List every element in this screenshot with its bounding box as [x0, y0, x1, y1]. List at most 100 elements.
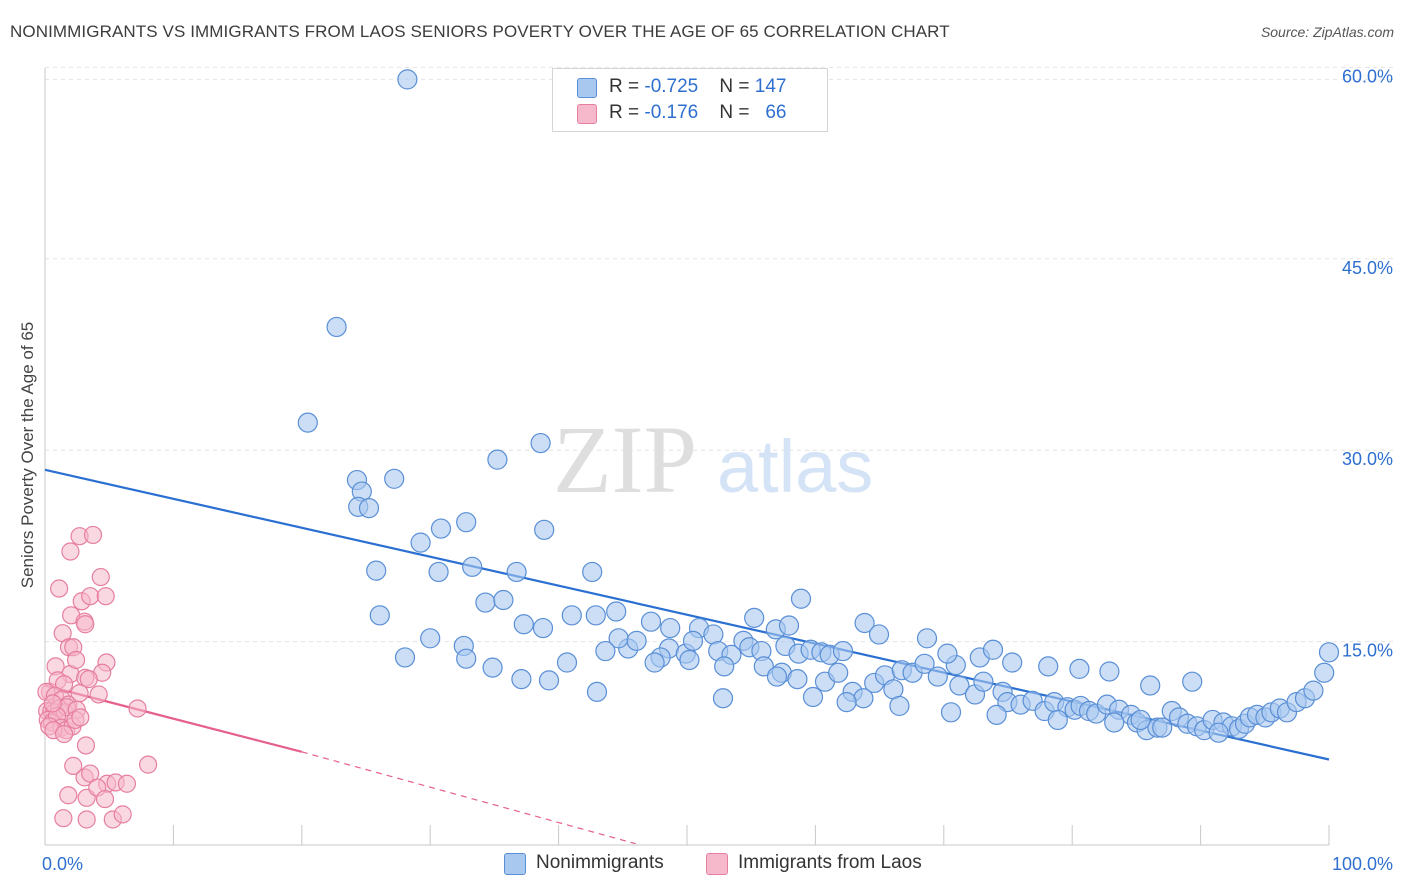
nonimmigrants-point — [532, 617, 554, 639]
laos-point — [77, 810, 96, 829]
y-tick-label: 45.0% — [1342, 258, 1393, 278]
watermark-atlas: atlas — [717, 425, 873, 508]
y-tick-label: 15.0% — [1342, 641, 1393, 661]
nonimmigrants-point — [582, 561, 603, 583]
nonimmigrants-point — [538, 670, 560, 691]
nonimmigrants-point — [1152, 717, 1173, 738]
nonimmigrants-point — [744, 607, 765, 628]
laos-trend-line-extension — [301, 751, 636, 845]
nonimmigrants-point — [679, 649, 700, 671]
legend-n-value: 66 — [765, 102, 787, 123]
legend-r-label: R = — [609, 102, 645, 123]
nonimmigrants-point — [1130, 709, 1151, 731]
laos-point — [76, 736, 96, 755]
nonimmigrants-point — [644, 652, 665, 673]
watermark-zip: ZIP — [553, 406, 697, 513]
source-credit: Source: ZipAtlas.com — [1260, 24, 1394, 40]
nonimmigrants-point — [358, 498, 380, 519]
nonimmigrants-point — [703, 624, 724, 645]
nonimmigrants-point — [493, 589, 514, 611]
nonimmigrants-point — [369, 605, 390, 626]
nonimmigrants-point — [660, 617, 681, 639]
nonimmigrants-point — [1182, 671, 1203, 692]
laos-point — [91, 567, 110, 587]
nonimmigrants-point — [1303, 680, 1324, 701]
laos-point — [128, 699, 147, 718]
nonimmigrants-point — [778, 615, 800, 636]
bottom-legend-swatch-blue — [504, 853, 526, 875]
x-tick-label: 0.0% — [42, 854, 83, 874]
correlation-legend: R = -0.725 N = 147 R = -0.176 N = 66 — [552, 68, 828, 132]
nonimmigrants-point — [982, 639, 1004, 660]
grid-lines — [45, 66, 1394, 643]
x-tick-label: 100.0% — [1332, 854, 1393, 874]
nonimmigrants-point — [682, 630, 704, 651]
nonimmigrants-point — [456, 512, 477, 533]
nonimmigrants-point — [506, 561, 527, 583]
nonimmigrants-point — [790, 588, 812, 609]
nonimmigrants-point — [1318, 642, 1340, 663]
nonimmigrants-point — [1208, 722, 1229, 743]
nonimmigrants-point — [1047, 709, 1068, 731]
laos-point — [83, 525, 103, 545]
legend-r-value: -0.176 — [644, 102, 699, 123]
nonimmigrants-point — [482, 657, 503, 678]
nonimmigrants-point — [410, 532, 431, 553]
nonimmigrants-point — [712, 688, 734, 709]
nonimmigrants-point — [940, 702, 962, 723]
laos-point — [70, 684, 89, 703]
nonimmigrants-point — [561, 605, 582, 626]
axes — [44, 68, 1330, 846]
laos-point — [96, 587, 115, 606]
nonimmigrants-point — [828, 662, 849, 683]
laos-point — [113, 805, 132, 824]
nonimmigrants-point — [927, 666, 948, 687]
laos-point — [117, 774, 137, 793]
nonimmigrants-point — [297, 412, 318, 433]
nonimmigrants-point — [937, 643, 958, 664]
nonimmigrants-point — [714, 656, 735, 677]
laos-point — [54, 724, 74, 744]
nonimmigrants-point — [1069, 658, 1090, 680]
nonimmigrants-point — [475, 592, 496, 613]
laos-point — [76, 615, 95, 634]
nonimmigrants-point — [889, 695, 910, 717]
bottom-legend-label: Immigrants from Laos — [738, 852, 922, 873]
nonimmigrants-point — [832, 640, 854, 662]
laos-point — [54, 809, 73, 828]
nonimmigrants-point — [986, 704, 1007, 725]
nonimmigrants-point — [973, 671, 994, 692]
nonimmigrants-point — [394, 647, 416, 668]
nonimmigrants-point — [854, 612, 875, 634]
laos-point — [43, 694, 62, 713]
laos-point — [89, 685, 108, 704]
watermark: ZIP atlas — [553, 406, 873, 513]
laos-point — [71, 708, 90, 727]
nonimmigrants-point — [766, 666, 788, 687]
laos-point — [95, 789, 115, 809]
nonimmigrants-point — [530, 432, 551, 454]
nonimmigrants-point — [326, 316, 347, 338]
nonimmigrants-point — [1038, 656, 1059, 677]
nonimmigrants-point — [914, 653, 935, 674]
immigrants-laos-points — [37, 525, 158, 829]
laos-point — [79, 670, 98, 689]
nonimmigrants-point — [1314, 662, 1335, 683]
nonimmigrants-point — [456, 648, 477, 669]
bottom-legend-label: Nonimmigrants — [536, 852, 664, 873]
nonimmigrants-point — [916, 628, 938, 649]
laos-point — [50, 579, 69, 598]
nonimmigrants-point — [511, 669, 532, 690]
nonimmigrants-point — [802, 686, 824, 708]
laos-point — [139, 755, 158, 774]
nonimmigrants-point — [397, 69, 418, 90]
nonimmigrants-point — [787, 669, 808, 690]
laos-point — [66, 650, 86, 670]
chart-title: NONIMMIGRANTS VS IMMIGRANTS FROM LAOS SE… — [10, 22, 950, 41]
nonimmigrants-point — [640, 611, 662, 632]
bottom-legend-swatch-pink — [706, 853, 728, 875]
legend-swatch-pink — [577, 104, 597, 124]
nonimmigrants-point — [595, 640, 616, 662]
nonimmigrants-point — [949, 675, 970, 696]
laos-point — [61, 542, 80, 561]
